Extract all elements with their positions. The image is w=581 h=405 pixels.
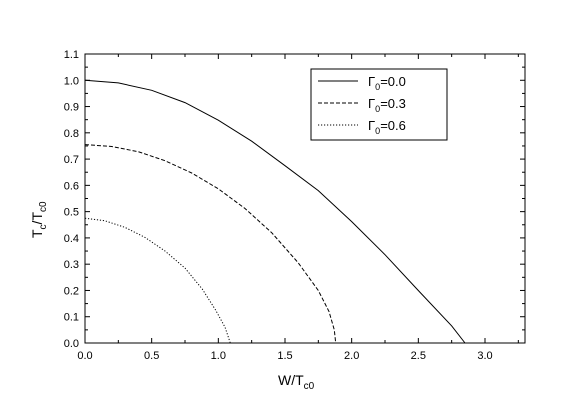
legend-label-1: Γ0=0.3 bbox=[368, 96, 406, 114]
y-axis-label-sub1: c bbox=[38, 224, 49, 229]
y-tick-label: 1.1 bbox=[64, 49, 79, 61]
y-tick-label: 0.7 bbox=[64, 154, 79, 166]
series-line-2 bbox=[84, 217, 231, 344]
y-axis-label-main: T bbox=[29, 229, 45, 238]
series-layer bbox=[84, 79, 466, 344]
y-axis-label-sub2: c0 bbox=[38, 201, 49, 212]
series-line-0 bbox=[84, 79, 466, 344]
legend: Γ0=0.0 Γ0=0.3 Γ0=0.6 bbox=[310, 68, 448, 141]
y-tick-label: 0.3 bbox=[64, 259, 79, 271]
x-tick-label: 1.5 bbox=[277, 350, 292, 362]
axis-tick-labels: 0.0 0.5 1.0 1.5 2.0 2.5 3.0 0.0 0.1 0.2 0.3 0.4 0.5 0… bbox=[64, 49, 493, 362]
x-tick-label: 0.0 bbox=[77, 350, 92, 362]
series-line-1 bbox=[84, 144, 337, 344]
x-axis-label-sub: c0 bbox=[304, 381, 315, 392]
y-tick-label: 0.4 bbox=[64, 233, 79, 245]
legend-items: Γ0=0.0 Γ0=0.3 Γ0=0.6 bbox=[318, 74, 406, 136]
x-tick-label: 2.5 bbox=[411, 350, 426, 362]
y-tick-label: 0.9 bbox=[64, 102, 79, 114]
y-tick-label: 0.8 bbox=[64, 128, 79, 140]
plot-area bbox=[84, 53, 526, 344]
axis-ticks bbox=[84, 53, 525, 344]
x-axis-label-main: W/T bbox=[278, 372, 304, 388]
y-tick-label: 1.0 bbox=[64, 75, 79, 87]
y-axis-label: Tc/Tc0 bbox=[29, 201, 49, 238]
y-tick-label: 0.6 bbox=[64, 180, 79, 192]
y-axis-label-mid: /T bbox=[29, 212, 45, 225]
x-tick-label: 3.0 bbox=[477, 350, 492, 362]
y-tick-label: 0.0 bbox=[64, 338, 79, 350]
y-tick-label: 0.2 bbox=[64, 285, 79, 297]
y-tick-label: 0.5 bbox=[64, 207, 79, 219]
plot-frame bbox=[84, 53, 526, 344]
y-tick-label: 0.1 bbox=[64, 312, 79, 324]
x-tick-label: 0.5 bbox=[144, 350, 159, 362]
legend-label-2: Γ0=0.6 bbox=[368, 118, 406, 136]
legend-label-0: Γ0=0.0 bbox=[368, 74, 406, 92]
x-tick-label: 1.0 bbox=[211, 350, 226, 362]
x-axis-label: W/Tc0 bbox=[278, 372, 315, 392]
x-tick-label: 2.0 bbox=[344, 350, 359, 362]
